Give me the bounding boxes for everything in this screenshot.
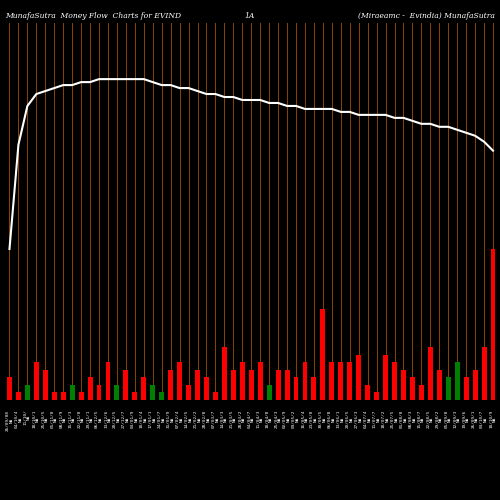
Bar (16, 392, 21, 400)
Bar (204, 378, 209, 400)
Bar (365, 385, 370, 400)
Bar (124, 370, 128, 400)
Bar (106, 362, 110, 400)
Bar (60, 392, 66, 400)
Bar (284, 370, 290, 400)
Bar (231, 370, 236, 400)
Bar (159, 392, 164, 400)
Text: 1A: 1A (245, 12, 255, 20)
Bar (338, 362, 344, 400)
Bar (114, 385, 119, 400)
Bar (392, 362, 397, 400)
Bar (249, 370, 254, 400)
Text: MunafaSutra  Money Flow  Charts for EVIND: MunafaSutra Money Flow Charts for EVIND (5, 12, 181, 20)
Bar (348, 362, 352, 400)
Bar (320, 310, 326, 400)
Bar (454, 362, 460, 400)
Bar (374, 392, 379, 400)
Bar (150, 385, 155, 400)
Bar (437, 370, 442, 400)
Bar (240, 362, 245, 400)
Bar (88, 378, 92, 400)
Bar (356, 354, 361, 400)
Bar (213, 392, 218, 400)
Bar (43, 370, 48, 400)
Text: (Miraeamc -  Evindia) MunafaSutra: (Miraeamc - Evindia) MunafaSutra (358, 12, 495, 20)
Bar (464, 378, 468, 400)
Bar (312, 378, 316, 400)
Bar (472, 370, 478, 400)
Bar (419, 385, 424, 400)
Bar (195, 370, 200, 400)
Bar (177, 362, 182, 400)
Bar (186, 385, 191, 400)
Bar (302, 362, 308, 400)
Bar (401, 370, 406, 400)
Bar (482, 347, 486, 400)
Bar (222, 347, 227, 400)
Bar (294, 378, 298, 400)
Bar (258, 362, 262, 400)
Bar (383, 354, 388, 400)
Bar (70, 385, 74, 400)
Bar (7, 378, 12, 400)
Bar (446, 378, 450, 400)
Bar (410, 378, 415, 400)
Bar (168, 370, 173, 400)
Bar (266, 385, 272, 400)
Bar (96, 385, 102, 400)
Bar (330, 362, 334, 400)
Bar (490, 249, 496, 400)
Bar (276, 370, 280, 400)
Bar (52, 392, 56, 400)
Bar (34, 362, 39, 400)
Bar (25, 385, 30, 400)
Bar (142, 378, 146, 400)
Bar (428, 347, 433, 400)
Bar (132, 392, 138, 400)
Bar (78, 392, 84, 400)
